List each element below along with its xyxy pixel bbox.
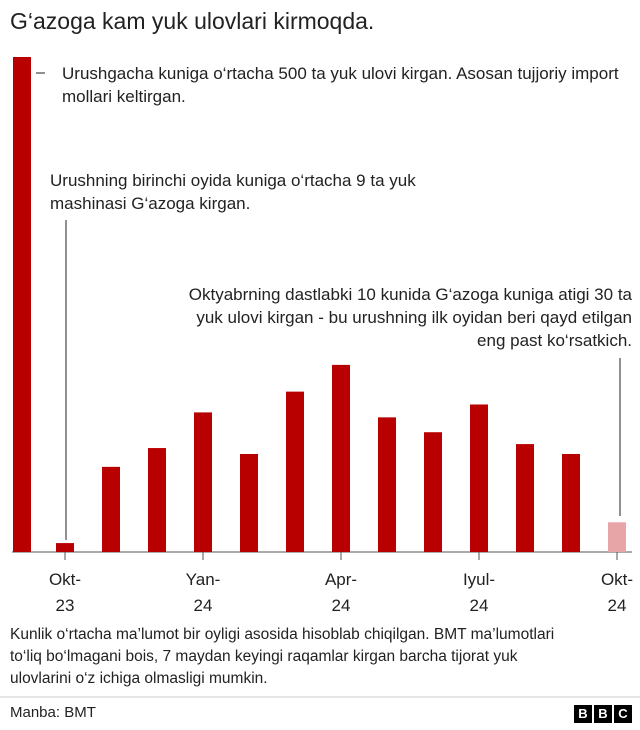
x-tick-label: Apr-24	[324, 570, 358, 615]
logo-letter: C	[614, 705, 632, 723]
bar	[516, 444, 534, 552]
bar	[562, 453, 580, 552]
bar	[608, 522, 626, 552]
chart-title: G‘azoga kam yuk ulovlari kirmoqda.	[10, 8, 375, 34]
source: Manba: BMT	[10, 704, 96, 721]
logo-letter: B	[574, 705, 592, 723]
bar	[470, 404, 488, 552]
bar	[424, 432, 442, 552]
logo-letter: B	[594, 705, 612, 723]
bar	[56, 543, 74, 552]
bar	[286, 391, 304, 552]
bar	[102, 466, 120, 552]
x-tick-label: Iyul-24	[462, 570, 496, 615]
bar	[332, 364, 350, 552]
annotation: Urushning birinchi oyida kuniga o‘rtacha…	[50, 171, 416, 213]
annotation: Urushgacha kuniga o‘rtacha 500 ta yuk ul…	[62, 64, 619, 106]
x-tick-label: Okt-23	[48, 570, 82, 615]
footnote: Kunlik o‘rtacha ma’lumot bir oyligi asos…	[10, 626, 555, 687]
x-tick-label: Okt-24	[600, 570, 634, 615]
x-tick-label: Yan-24	[185, 570, 221, 615]
bar	[194, 412, 212, 552]
annotation: Oktyabrning dastlabki 10 kunida G‘azoga …	[188, 285, 632, 350]
bar	[378, 417, 396, 552]
bar	[148, 448, 166, 552]
bar	[13, 57, 31, 552]
bar	[240, 453, 258, 552]
